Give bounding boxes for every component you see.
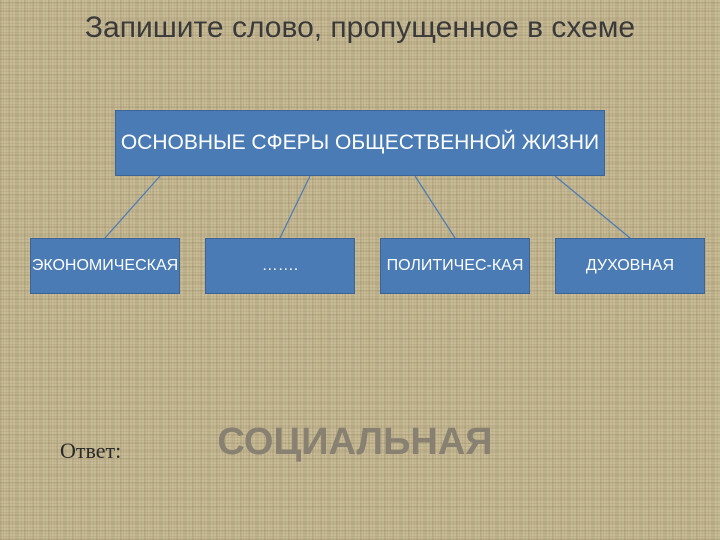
diagram-child-text: ДУХОВНАЯ — [586, 257, 674, 275]
diagram-child-text: ……. — [262, 257, 298, 275]
diagram-child-spiritual: ДУХОВНАЯ — [555, 238, 705, 294]
diagram-root-box: ОСНОВНЫЕ СФЕРЫ ОБЩЕСТВЕННОЙ ЖИЗНИ — [115, 110, 605, 176]
diagram-child-blank: ……. — [205, 238, 355, 294]
diagram-root-text: ОСНОВНЫЕ СФЕРЫ ОБЩЕСТВЕННОЙ ЖИЗНИ — [121, 130, 599, 155]
diagram-child-text: ПОЛИТИЧЕС-КАЯ — [387, 257, 524, 275]
slide-title: Запишите слово, пропущенное в схеме — [0, 10, 720, 46]
answer-label: Ответ: — [60, 438, 121, 464]
diagram-child-political: ПОЛИТИЧЕС-КАЯ — [380, 238, 530, 294]
diagram-child-text: ЭКОНОМИЧЕСКАЯ — [32, 257, 178, 275]
answer-text: СОЦИАЛЬНАЯ — [165, 422, 545, 464]
diagram-child-economic: ЭКОНОМИЧЕСКАЯ — [30, 238, 180, 294]
